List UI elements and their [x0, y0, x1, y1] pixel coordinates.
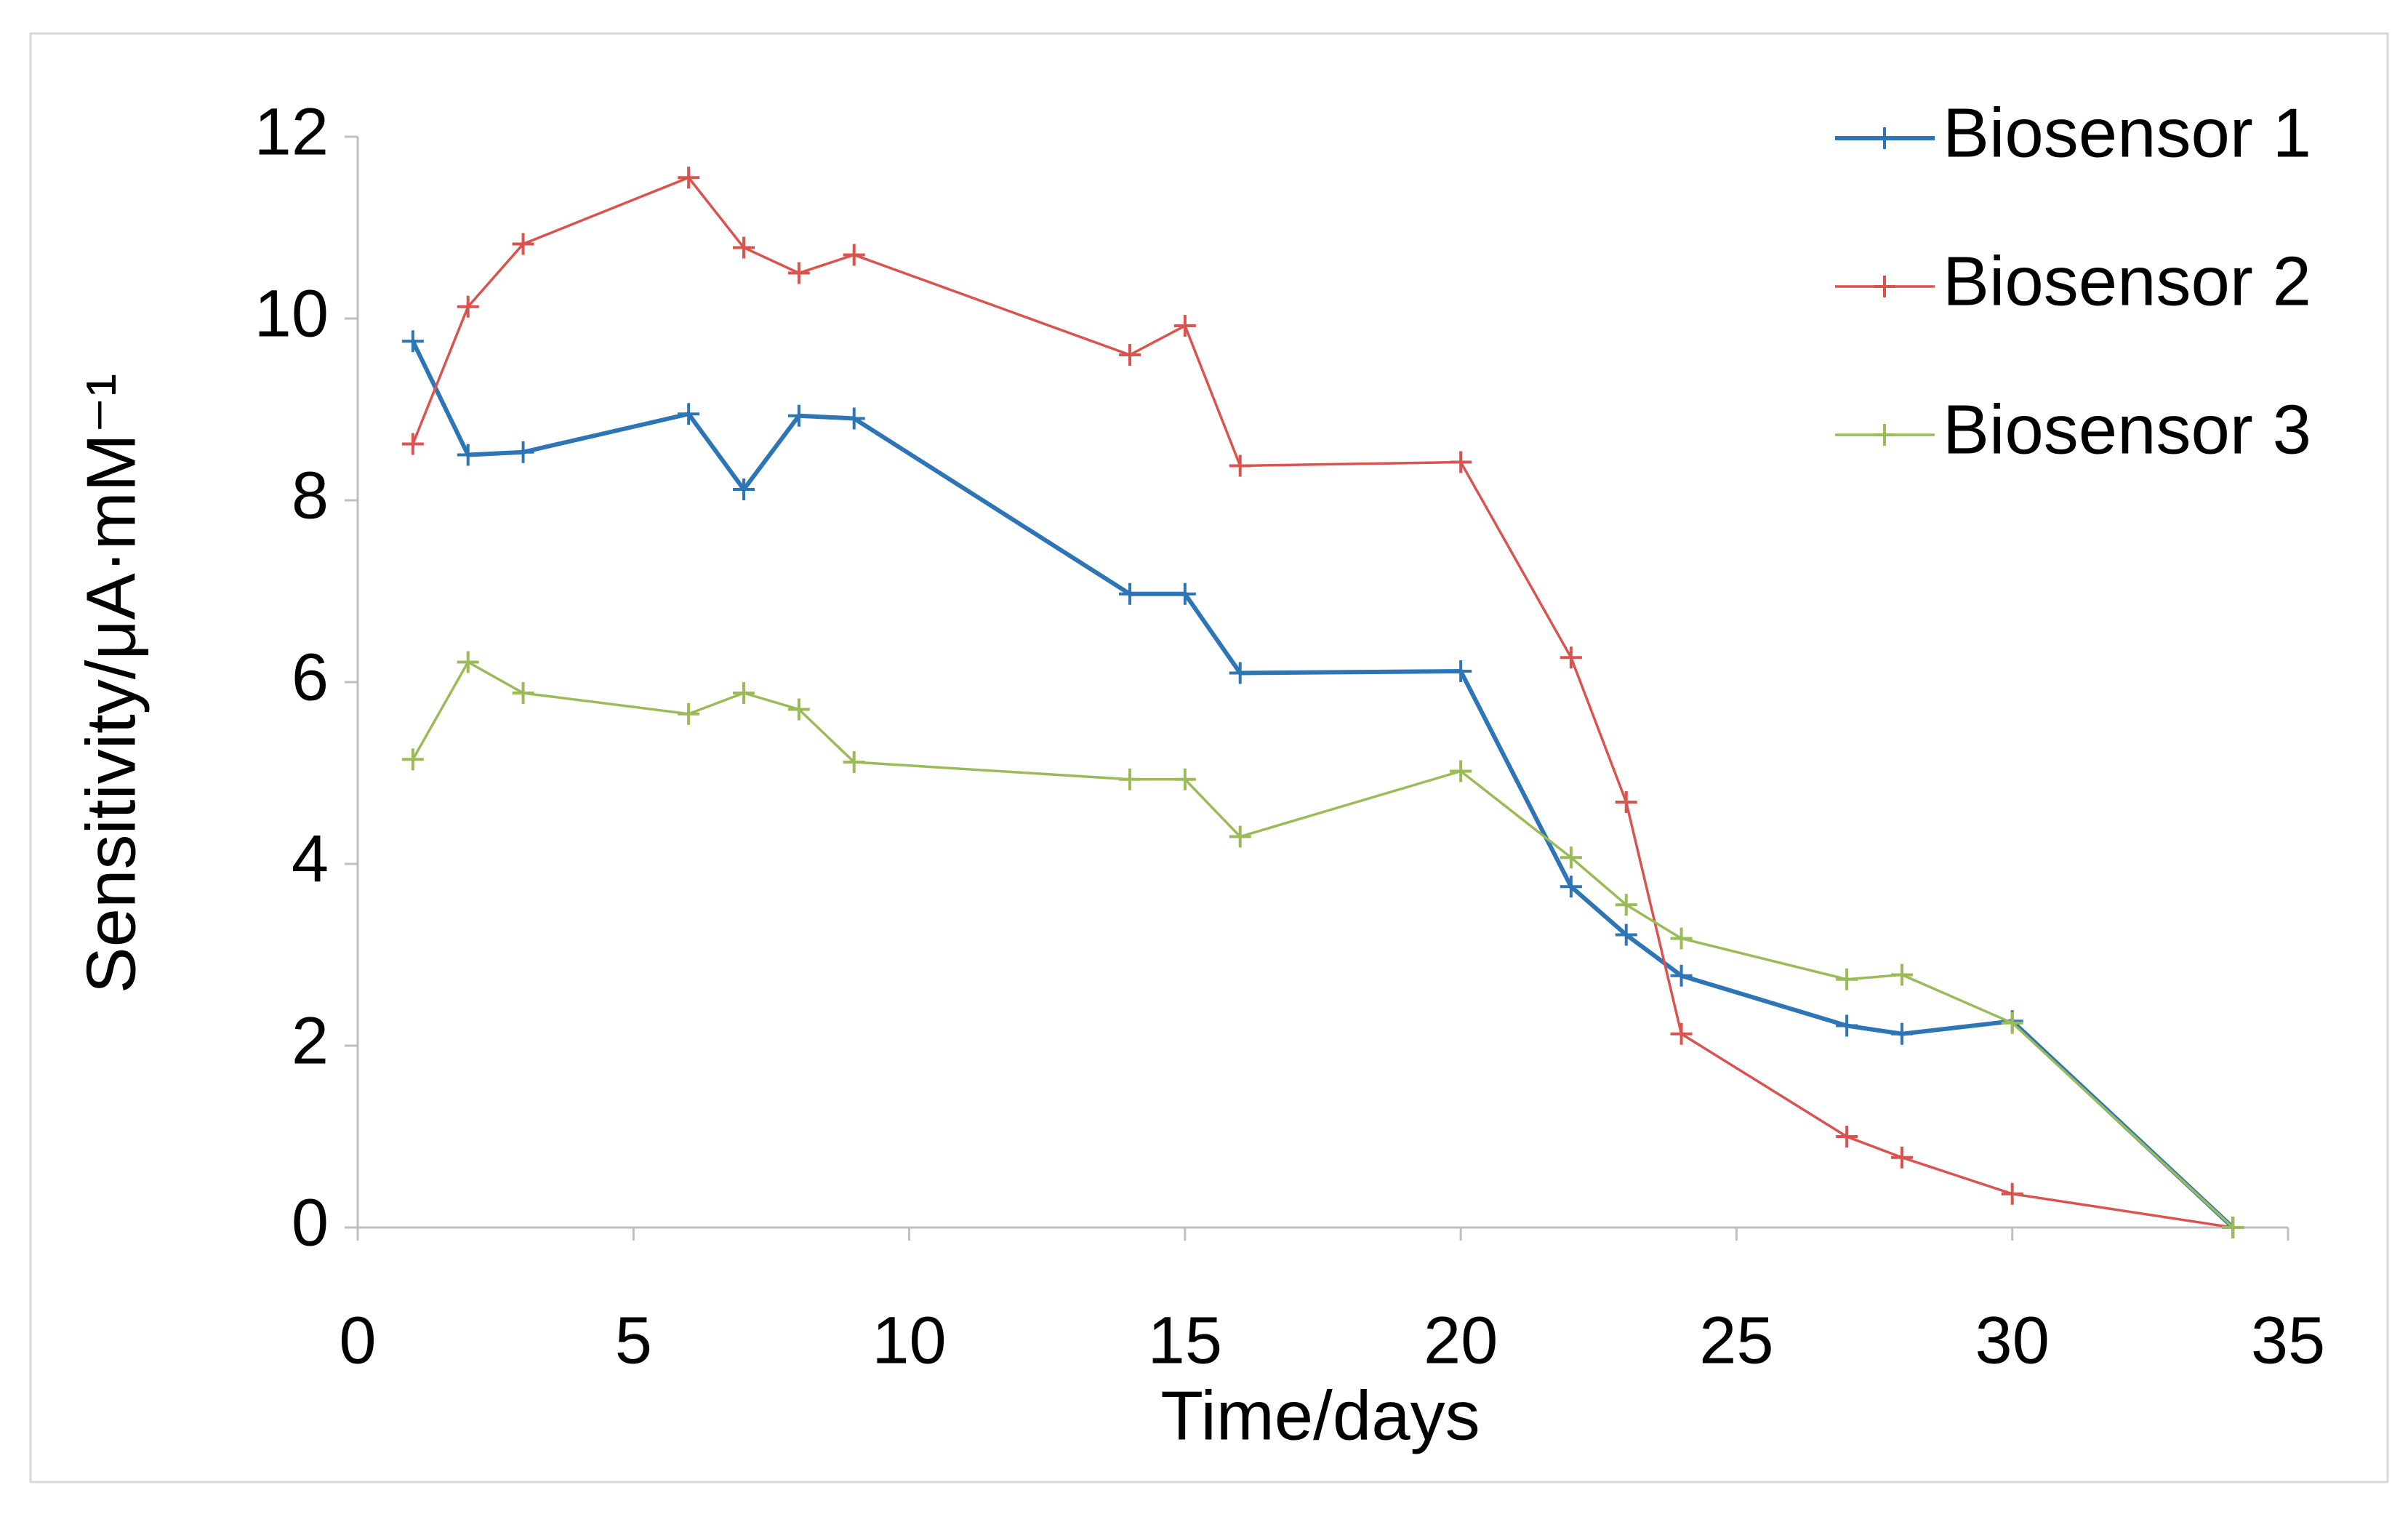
- point-marker: [843, 244, 865, 266]
- point-marker: [733, 236, 755, 259]
- legend-label: Biosensor 1: [1943, 94, 2311, 172]
- point-marker: [1119, 344, 1141, 366]
- point-marker: [401, 330, 424, 353]
- x-tick-label: 25: [1699, 1303, 1773, 1377]
- point-marker: [401, 748, 424, 771]
- point-marker: [1450, 760, 1472, 782]
- point-marker: [1670, 964, 1693, 987]
- point-marker: [787, 404, 810, 427]
- point-marker: [512, 233, 534, 255]
- y-tick-label: 6: [292, 640, 329, 714]
- x-axis-title: Time/days: [1160, 1377, 1480, 1454]
- point-marker: [1891, 1146, 1913, 1169]
- point-marker: [733, 478, 755, 500]
- point-marker: [1450, 660, 1472, 682]
- point-marker: [1173, 768, 1196, 790]
- point-marker: [457, 444, 479, 466]
- point-marker: [1229, 825, 1251, 848]
- point-marker: [678, 702, 700, 725]
- series-line: [412, 176, 2234, 1229]
- point-marker: [1119, 768, 1141, 790]
- point-marker: [678, 167, 700, 189]
- legend-marker: [1874, 127, 1895, 149]
- point-marker: [1560, 846, 1582, 869]
- point-marker: [1173, 582, 1196, 605]
- point-marker: [2222, 1217, 2244, 1238]
- legend-marker: [1874, 424, 1895, 446]
- x-tick-label: 20: [1424, 1303, 1498, 1377]
- y-tick-label: 12: [254, 95, 329, 169]
- x-tick-label: 30: [1975, 1303, 2050, 1377]
- point-marker: [1670, 927, 1693, 950]
- point-marker: [512, 682, 534, 704]
- y-tick-label: 8: [292, 458, 329, 532]
- x-tick-label: 35: [2251, 1303, 2325, 1377]
- legend-label: Biosensor 2: [1943, 242, 2311, 320]
- y-tick-label: 2: [292, 1004, 329, 1078]
- x-tick-label: 15: [1148, 1303, 1222, 1377]
- x-tick-label: 5: [615, 1303, 652, 1377]
- y-tick-label: 4: [292, 822, 329, 896]
- x-tick-label: 10: [872, 1303, 946, 1377]
- point-marker: [457, 651, 479, 673]
- point-marker: [401, 433, 424, 455]
- legend-marker: [1874, 276, 1895, 297]
- point-marker: [1450, 451, 1472, 473]
- y-tick-label: 10: [254, 276, 329, 351]
- point-marker: [457, 295, 479, 318]
- point-marker: [1119, 582, 1141, 605]
- point-marker: [1670, 1022, 1693, 1045]
- point-marker: [787, 698, 810, 721]
- point-marker: [678, 403, 700, 425]
- point-marker: [1891, 964, 1913, 986]
- point-marker: [1560, 876, 1582, 898]
- point-marker: [843, 407, 865, 430]
- point-marker: [1615, 791, 1637, 813]
- chart-frame: [29, 32, 2389, 1483]
- point-marker: [1615, 924, 1637, 946]
- point-marker: [2001, 1012, 2023, 1034]
- point-marker: [1229, 662, 1251, 684]
- point-marker: [1173, 315, 1196, 337]
- y-tick-label: 0: [292, 1185, 329, 1259]
- point-marker: [2001, 1182, 2023, 1205]
- point-marker: [1836, 1014, 1858, 1037]
- x-tick-label: 0: [339, 1303, 376, 1377]
- y-axis-title: Sensitivity/μA·mM⁻¹: [72, 374, 150, 994]
- point-marker: [733, 682, 755, 704]
- point-marker: [1560, 646, 1582, 669]
- legend-label: Biosensor 3: [1943, 390, 2311, 468]
- point-marker: [1229, 454, 1251, 477]
- point-marker: [512, 441, 534, 463]
- point-marker: [1891, 1022, 1913, 1045]
- point-marker: [1836, 968, 1858, 990]
- point-marker: [1836, 1126, 1858, 1147]
- point-marker: [1615, 894, 1637, 916]
- point-marker: [843, 751, 865, 773]
- point-marker: [787, 262, 810, 284]
